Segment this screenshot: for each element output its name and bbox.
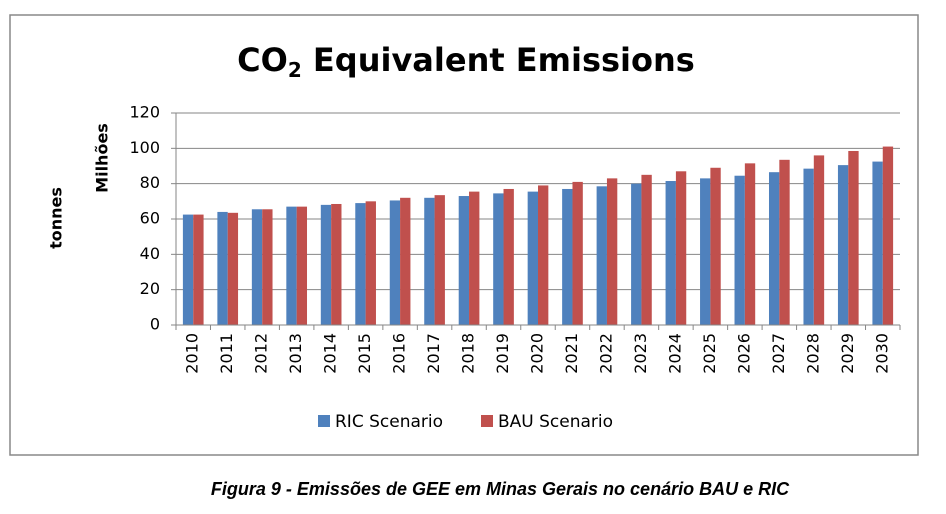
bar <box>606 178 618 325</box>
bar <box>803 168 814 325</box>
x-tick-label: 2014 <box>321 333 340 374</box>
bar <box>389 200 401 325</box>
caption: Figura 9 - Emissões de GEE em Minas Gera… <box>211 479 790 499</box>
bar <box>458 196 470 325</box>
title-part: Equivalent Emissions <box>302 41 695 79</box>
bar <box>424 197 435 325</box>
bar <box>641 174 652 325</box>
bar <box>710 167 721 325</box>
bar <box>227 212 239 325</box>
bar <box>538 185 549 325</box>
x-tick-label: 2029 <box>838 333 857 374</box>
y-tick-label: 0 <box>150 315 160 334</box>
bar <box>562 188 573 325</box>
bar <box>469 191 480 325</box>
bar <box>365 201 376 325</box>
x-tick-label: 2017 <box>424 333 443 374</box>
x-tick-label: 2010 <box>183 333 202 374</box>
x-tick-label: 2015 <box>355 333 374 374</box>
bar <box>355 203 366 325</box>
x-tick-label: 2021 <box>562 333 581 374</box>
x-tick-label: 2026 <box>734 333 753 374</box>
bar <box>813 155 825 325</box>
bar <box>779 159 790 325</box>
bar <box>503 188 514 325</box>
bar <box>400 197 411 325</box>
bar <box>837 165 849 325</box>
x-tick-label: 2013 <box>286 333 305 374</box>
bar <box>320 204 332 325</box>
x-tick-label: 2011 <box>217 333 236 374</box>
x-tick-label: 2024 <box>665 333 684 374</box>
y-tick-label: 60 <box>140 209 160 228</box>
x-tick-label: 2012 <box>252 333 271 374</box>
bar <box>744 163 756 325</box>
x-tick-label: 2018 <box>459 333 478 374</box>
x-tick-label: 2022 <box>596 333 615 374</box>
legend-swatch <box>318 415 330 427</box>
bar <box>182 214 194 325</box>
bar <box>286 206 297 325</box>
legend-swatch <box>481 415 493 427</box>
bar <box>734 175 745 325</box>
bar <box>217 211 228 325</box>
bar <box>572 181 583 325</box>
x-tick-label: 2023 <box>631 333 650 374</box>
legend-label: RIC Scenario <box>335 412 443 432</box>
y-axis-unit-label: tonnes <box>47 187 66 249</box>
bar <box>882 146 894 325</box>
bar <box>193 214 204 325</box>
y-tick-label: 80 <box>140 173 160 192</box>
x-tick-label: 2025 <box>700 333 719 374</box>
y-tick-label: 40 <box>140 244 160 263</box>
title-part: CO <box>237 41 288 79</box>
x-tick-label: 2028 <box>803 333 822 374</box>
x-tick-label: 2019 <box>493 333 512 374</box>
legend-label: BAU Scenario <box>498 412 613 432</box>
bar <box>527 191 538 325</box>
bar <box>665 181 676 325</box>
x-tick-label: 2016 <box>390 333 409 374</box>
bar <box>848 150 859 325</box>
y-tick-label: 20 <box>140 279 160 298</box>
bar <box>768 172 780 325</box>
x-tick-label: 2030 <box>872 333 891 374</box>
bar <box>251 209 263 325</box>
x-tick-label: 2020 <box>528 333 547 374</box>
bar <box>596 186 607 325</box>
bar <box>296 206 308 325</box>
bar <box>331 203 342 325</box>
chart-title: CO2 Equivalent Emissions <box>237 41 695 82</box>
title-subscript: 2 <box>288 58 302 82</box>
bar <box>493 193 504 325</box>
bar <box>631 183 642 325</box>
bar <box>700 178 711 325</box>
bar <box>872 161 883 325</box>
y-tick-label: 120 <box>129 103 160 122</box>
bar <box>434 195 445 325</box>
bar <box>262 209 273 325</box>
bar <box>675 171 687 325</box>
y-tick-label: 100 <box>129 138 160 157</box>
x-tick-label: 2027 <box>769 333 788 374</box>
y-axis-label: Milhões <box>93 123 112 193</box>
